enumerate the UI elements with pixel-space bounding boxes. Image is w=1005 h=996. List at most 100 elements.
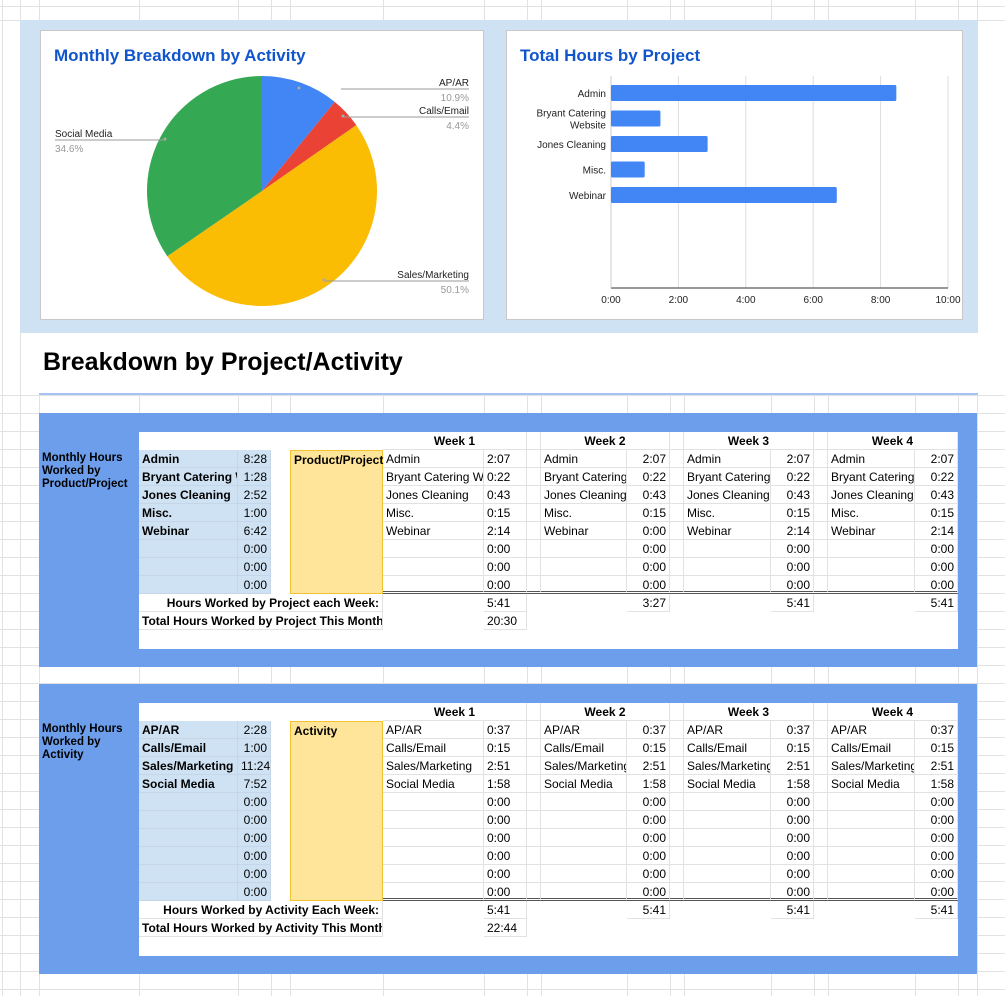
week-item[interactable]: Calls/Email <box>684 739 771 757</box>
week-hours[interactable]: 0:00 <box>627 829 670 847</box>
cell[interactable] <box>670 703 684 721</box>
week-item[interactable] <box>541 793 627 811</box>
week-hours[interactable]: 0:00 <box>915 558 958 576</box>
week-hours[interactable]: 0:43 <box>915 486 958 504</box>
week-item[interactable]: AP/AR <box>684 721 771 739</box>
week-hours[interactable]: 0:15 <box>771 739 814 757</box>
week-hours[interactable]: 1:58 <box>484 775 527 793</box>
week-hours[interactable]: 0:00 <box>484 883 527 901</box>
cell[interactable] <box>527 576 541 594</box>
week-item[interactable] <box>383 847 484 865</box>
cell[interactable] <box>814 468 828 486</box>
pie-chart-panel[interactable]: Monthly Breakdown by Activity AP/AR 10.9%… <box>40 30 484 320</box>
week-header[interactable]: Week 2 <box>541 703 670 721</box>
summary-hours[interactable]: 0:00 <box>238 883 271 901</box>
summary-hours[interactable]: 2:28 <box>238 721 271 739</box>
week-item[interactable] <box>828 540 915 558</box>
week-item[interactable]: AP/AR <box>383 721 484 739</box>
weekly-total[interactable]: 5:41 <box>771 901 814 919</box>
week-hours[interactable]: 0:00 <box>484 847 527 865</box>
cell[interactable] <box>814 829 828 847</box>
week-hours[interactable]: 0:37 <box>771 721 814 739</box>
weekly-total[interactable]: 5:41 <box>915 901 958 919</box>
week-hours[interactable]: 2:51 <box>627 757 670 775</box>
week-hours[interactable]: 0:00 <box>915 576 958 594</box>
summary-name[interactable] <box>139 829 238 847</box>
week-hours[interactable]: 0:00 <box>627 576 670 594</box>
week-hours[interactable]: 0:00 <box>915 883 958 901</box>
week-hours[interactable]: 2:51 <box>484 757 527 775</box>
week-item[interactable] <box>383 811 484 829</box>
week-hours[interactable]: 0:37 <box>484 721 527 739</box>
cell[interactable] <box>527 739 541 757</box>
cell[interactable] <box>670 775 684 793</box>
week-item[interactable]: Misc. <box>828 504 915 522</box>
summary-hours[interactable]: 11:24 <box>238 757 271 775</box>
summary-name[interactable] <box>139 883 238 901</box>
summary-hours[interactable]: 0:00 <box>238 793 271 811</box>
cell[interactable] <box>527 522 541 540</box>
week-item[interactable]: Admin <box>541 450 627 468</box>
week-hours[interactable]: 0:00 <box>915 811 958 829</box>
week-item[interactable]: Sales/Marketing <box>383 757 484 775</box>
week-item[interactable] <box>541 847 627 865</box>
cell[interactable] <box>527 432 541 450</box>
summary-hours[interactable]: 0:00 <box>238 576 271 594</box>
week-item[interactable]: Social Media <box>828 775 915 793</box>
week-item[interactable] <box>541 558 627 576</box>
summary-name[interactable]: Webinar <box>139 522 238 540</box>
cell[interactable] <box>670 829 684 847</box>
week-item[interactable]: Calls/Email <box>828 739 915 757</box>
week-hours[interactable]: 0:15 <box>484 739 527 757</box>
cell[interactable] <box>670 522 684 540</box>
weekly-total[interactable]: 5:41 <box>484 594 527 612</box>
week-item[interactable]: Admin <box>684 450 771 468</box>
week-item[interactable] <box>684 883 771 901</box>
summary-hours[interactable]: 0:00 <box>238 811 271 829</box>
week-hours[interactable]: 0:00 <box>627 793 670 811</box>
summary-name[interactable]: Social Media <box>139 775 238 793</box>
week-hours[interactable]: 0:00 <box>915 829 958 847</box>
week-header[interactable]: Week 1 <box>383 432 527 450</box>
week-hours[interactable]: 0:00 <box>771 829 814 847</box>
cell[interactable] <box>814 450 828 468</box>
cell[interactable] <box>814 757 828 775</box>
cell[interactable] <box>814 721 828 739</box>
week-item[interactable] <box>684 865 771 883</box>
week-hours[interactable]: 0:00 <box>484 865 527 883</box>
week-hours[interactable]: 0:00 <box>484 793 527 811</box>
week-hours[interactable]: 0:00 <box>915 865 958 883</box>
week-hours[interactable]: 0:43 <box>484 486 527 504</box>
cell[interactable] <box>527 793 541 811</box>
week-item[interactable]: Jones Cleaning <box>684 486 771 504</box>
cell[interactable] <box>670 558 684 576</box>
week-item[interactable]: Bryant Catering Website <box>684 468 771 486</box>
summary-hours[interactable]: 0:00 <box>238 829 271 847</box>
week-item[interactable] <box>541 811 627 829</box>
cell[interactable] <box>670 757 684 775</box>
week-item[interactable] <box>684 540 771 558</box>
weekly-total[interactable]: 3:27 <box>627 594 670 612</box>
week-item[interactable] <box>684 576 771 594</box>
week-hours[interactable]: 0:00 <box>771 558 814 576</box>
week-hours[interactable]: 0:22 <box>484 468 527 486</box>
week-hours[interactable]: 0:15 <box>915 739 958 757</box>
week-item[interactable]: Sales/Marketing <box>541 757 627 775</box>
week-hours[interactable]: 0:22 <box>771 468 814 486</box>
week-item[interactable] <box>684 558 771 576</box>
week-item[interactable]: AP/AR <box>828 721 915 739</box>
summary-name[interactable] <box>139 576 238 594</box>
week-item[interactable]: Social Media <box>684 775 771 793</box>
week-item[interactable]: Admin <box>828 450 915 468</box>
week-item[interactable] <box>828 811 915 829</box>
summary-name[interactable]: AP/AR <box>139 721 238 739</box>
week-item[interactable] <box>828 576 915 594</box>
cell[interactable] <box>670 721 684 739</box>
week-item[interactable]: AP/AR <box>541 721 627 739</box>
week-hours[interactable]: 0:15 <box>484 504 527 522</box>
summary-hours[interactable]: 8:28 <box>238 450 271 468</box>
cell[interactable] <box>814 811 828 829</box>
week-hours[interactable]: 0:00 <box>627 811 670 829</box>
week-item[interactable] <box>684 829 771 847</box>
week-hours[interactable]: 0:00 <box>771 811 814 829</box>
